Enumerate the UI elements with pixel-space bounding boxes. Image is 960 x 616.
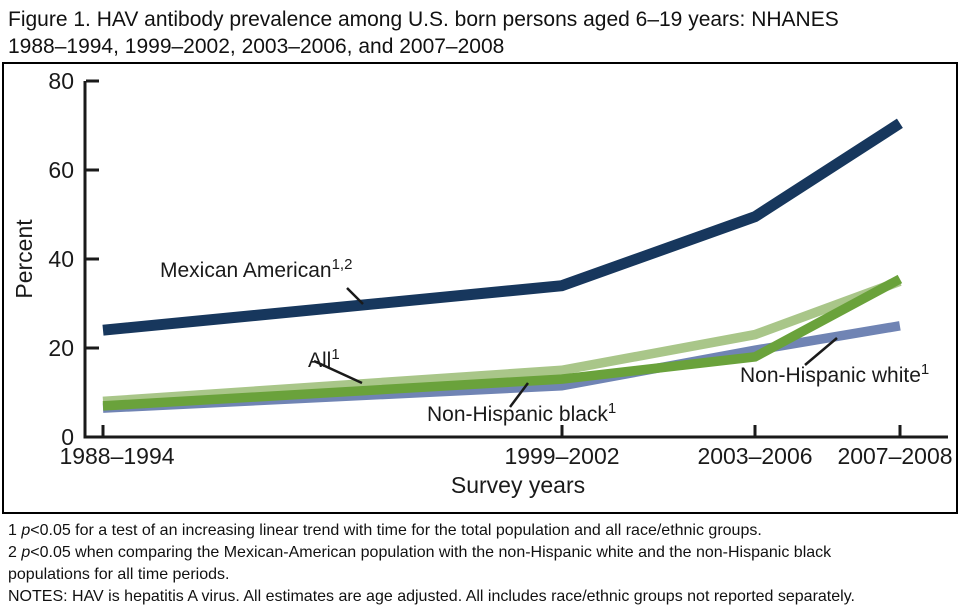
footnotes: 1 p<0.05 for a test of an increasing lin… [8, 520, 954, 608]
x-tick-1999-2002: 1999–2002 [504, 443, 619, 469]
y-axis-labels: 0 20 40 60 80 [48, 68, 74, 450]
y-tick-0: 0 [61, 424, 74, 450]
axis-lines [83, 81, 948, 439]
y-axis-ticks [86, 79, 99, 350]
label-all: All1 [308, 346, 340, 372]
figure-title: Figure 1. HAV antibody prevalence among … [8, 6, 948, 60]
label-mexican-american: Mexican American1,2 [160, 256, 352, 282]
x-axis-ticks [101, 425, 902, 436]
data-lines [102, 118, 903, 413]
chart-frame: 0 20 40 60 80 1988–1994 1999–2002 2003–2… [2, 62, 958, 514]
y-axis-title: Percent [11, 219, 37, 299]
label-leader-lines [313, 287, 838, 408]
line-chart: 0 20 40 60 80 1988–1994 1999–2002 2003–2… [11, 68, 953, 498]
leader-non-hispanic-black [509, 382, 529, 408]
leader-all [313, 359, 363, 385]
leader-mexican-american [346, 287, 364, 305]
label-non-hispanic-white: Non-Hispanic white1 [740, 361, 929, 387]
x-axis-title: Survey years [451, 472, 585, 498]
footnote-2-continued: populations for all time periods. [8, 566, 230, 583]
figure-title-line2: 1988–1994, 1999–2002, 2003–2006, and 200… [8, 35, 505, 58]
footnote-notes: NOTES: HAV is hepatitis A virus. All est… [8, 588, 855, 605]
label-non-hispanic-black: Non-Hispanic black1 [427, 400, 616, 426]
x-tick-1988-1994: 1988–1994 [59, 443, 174, 469]
line-non-hispanic-black [102, 274, 903, 411]
line-mexican-american [102, 118, 903, 336]
footnote-2: 2 p<0.05 when comparing the Mexican-Amer… [8, 544, 832, 561]
footnote-1: 1 p<0.05 for a test of an increasing lin… [8, 522, 762, 539]
series-labels: Mexican American1,2 All1 Non-Hispanic bl… [160, 256, 929, 426]
y-tick-60: 60 [48, 157, 74, 183]
figure-title-line1: Figure 1. HAV antibody prevalence among … [8, 8, 839, 31]
x-tick-2007-2008: 2007–2008 [837, 443, 952, 469]
y-tick-20: 20 [48, 335, 74, 361]
x-axis-labels: 1988–1994 1999–2002 2003–2006 2007–2008 [59, 443, 952, 469]
y-tick-40: 40 [48, 246, 74, 272]
y-tick-80: 80 [48, 68, 74, 94]
leader-non-hispanic-white [804, 337, 838, 366]
line-all [102, 276, 902, 407]
x-tick-2003-2006: 2003–2006 [697, 443, 812, 469]
